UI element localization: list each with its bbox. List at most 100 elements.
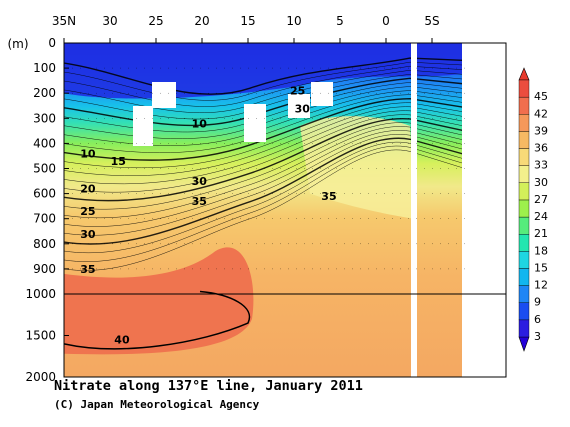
missing-data-mask (288, 94, 310, 118)
contour-line-40 (64, 290, 251, 350)
colorbar-swatch (518, 182, 530, 201)
x-tick-label: 20 (194, 14, 209, 28)
contour-label: 30 (295, 102, 311, 115)
colorbar-swatch (518, 131, 530, 149)
y-tick-label: 800 (33, 237, 56, 251)
y-tick-label: 900 (33, 262, 56, 276)
x-tick-label: 35N (52, 14, 76, 28)
colorbar-label: 9 (534, 296, 541, 309)
high-nitrate-core (64, 247, 254, 355)
colorbar-swatch (518, 251, 530, 269)
missing-data-mask (133, 106, 153, 146)
y-tick-label: 0 (48, 36, 56, 50)
chart-credit: (C) Japan Meteorological Agency (54, 398, 260, 411)
colorbar-label: 6 (534, 313, 541, 326)
x-tick-label: 30 (102, 14, 117, 28)
contour-line (64, 141, 468, 254)
missing-data-masks (133, 43, 498, 377)
colorbar-label: 18 (534, 244, 548, 257)
y-tick-label: 1000 (25, 287, 56, 301)
contour-line (64, 145, 468, 262)
contour-line (64, 117, 468, 202)
colorbar-min-arrow (518, 336, 530, 352)
x-tick-label: 25 (148, 14, 163, 28)
y-tick-label: 400 (33, 136, 56, 150)
colorbar-label: 45 (534, 90, 548, 103)
y-tick-label: 700 (33, 212, 56, 226)
colorbar-swatch (518, 233, 530, 252)
contour-label: 35 (80, 263, 95, 276)
colorbar-label: 39 (534, 124, 548, 137)
y-tick-label: 200 (33, 86, 56, 100)
missing-data-mask (311, 82, 333, 106)
x-tick-label: 5 (336, 14, 344, 28)
colorbar-label: 42 (534, 107, 548, 120)
contour-line (64, 61, 468, 101)
contour-line (64, 137, 468, 245)
missing-data-mask (468, 43, 498, 377)
colorbar-label: 12 (534, 279, 548, 292)
colorbar-swatch (518, 165, 530, 184)
y-tick-label: 2000 (25, 370, 56, 384)
colorbar-max-arrow (518, 67, 530, 81)
chart-title: Nitrate along 137°E line, January 2011 (54, 378, 363, 394)
contour-line (64, 57, 468, 95)
y-tick-label: 300 (33, 111, 56, 125)
contour-label: 15 (111, 155, 126, 168)
contour-label: 20 (80, 183, 96, 196)
y-tick-label: 100 (33, 61, 56, 75)
colorbar-label: 21 (534, 227, 548, 240)
contour-label: 10 (192, 117, 208, 130)
contour-label: 30 (80, 228, 96, 241)
y-unit-label: (m) (7, 37, 28, 51)
y-tick-label: 500 (33, 162, 56, 176)
colorbar-swatch (518, 199, 530, 218)
colorbar-label: 30 (534, 176, 548, 189)
x-tick-label: 15 (240, 14, 255, 28)
contour-line (64, 65, 468, 107)
contour-line (64, 149, 468, 271)
contour-line (64, 126, 468, 219)
colorbar-label: 15 (534, 261, 548, 274)
x-tick-label: 0 (382, 14, 390, 28)
contour-label: 30 (192, 175, 208, 188)
nitrate-color-field (64, 43, 468, 377)
colorbar-swatch (518, 268, 530, 286)
missing-data-mask (462, 43, 468, 377)
contour-label: 35 (192, 195, 207, 208)
y-tick-label: 600 (33, 187, 56, 201)
contour-line (64, 130, 468, 227)
x-tick-label: 10 (286, 14, 301, 28)
colorbar-label: 3 (534, 330, 541, 343)
colorbar-swatch (518, 302, 530, 321)
contour-line (64, 122, 468, 210)
colorbar-swatch (518, 285, 530, 303)
contour-line (64, 110, 468, 185)
colorbar-swatch (518, 114, 530, 132)
plot-frame (63, 42, 507, 378)
colorbar-swatch (518, 319, 530, 338)
colorbar-swatch (518, 79, 530, 98)
colorbar-label: 27 (534, 193, 548, 206)
contour-label: 10 (80, 147, 96, 160)
y-tick-label: 1500 (25, 329, 56, 343)
contour-label: 35 (321, 190, 336, 203)
contour-line (64, 106, 468, 176)
contour-labels: 10 15 20 25 30 35 40 10 30 35 25 30 35 (80, 85, 336, 347)
contour-line (64, 97, 468, 161)
contour-line (64, 114, 468, 193)
axes: 35N 30 25 20 15 10 5 0 5S (m) 0 100 200 300 400 500 600 7… (7, 14, 507, 384)
missing-data-mask (411, 43, 417, 377)
colorbar-label: 36 (534, 142, 548, 155)
contour-label: 40 (114, 334, 130, 347)
colorbar-swatch (518, 148, 530, 166)
contour-line (64, 134, 468, 236)
contour-label: 25 (290, 85, 305, 98)
x-tick-label: 5S (424, 14, 439, 28)
equatorial-plume (300, 116, 414, 219)
colorbar-label: 24 (534, 210, 548, 223)
contour-label: 25 (80, 205, 95, 218)
